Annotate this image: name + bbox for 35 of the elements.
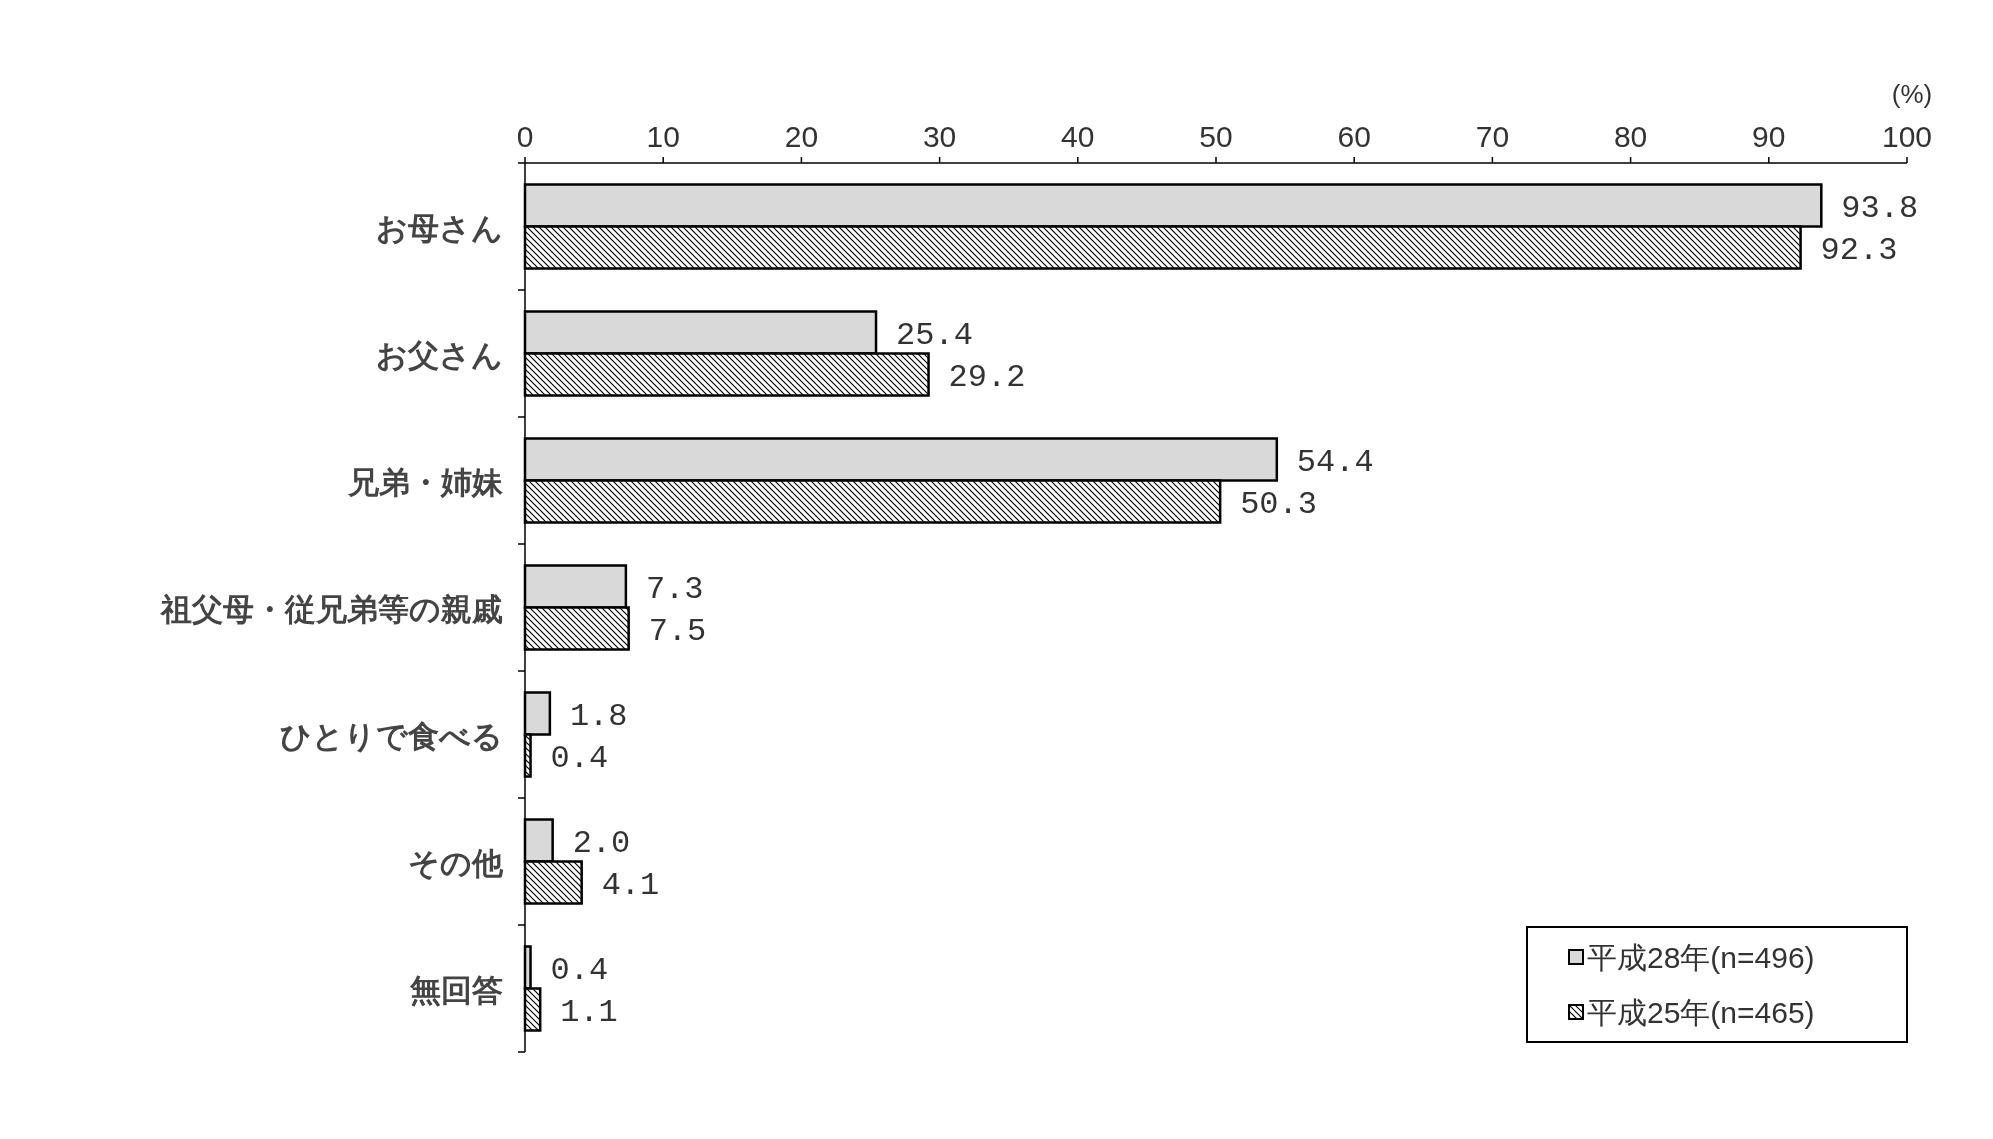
data-label: 7.3 xyxy=(645,570,704,608)
x-tick-label: 50 xyxy=(1199,120,1233,153)
data-label: 93.8 xyxy=(1841,189,1919,227)
data-label: 0.4 xyxy=(550,739,609,777)
x-tick-label: 70 xyxy=(1475,120,1510,153)
legend-label: 平成28年(n=496) xyxy=(1587,941,1815,974)
data-label: 2.0 xyxy=(572,824,631,862)
data-label: 92.3 xyxy=(1820,231,1898,269)
data-label: 1.8 xyxy=(569,697,628,735)
y-tick-label: 無回答 xyxy=(409,972,503,1008)
x-tick-label: 80 xyxy=(1613,120,1648,153)
data-label: 50.3 xyxy=(1240,485,1317,523)
legend-label: 平成25年(n=465) xyxy=(1587,996,1815,1029)
y-tick-label: お父さん xyxy=(376,337,503,373)
x-tick-label: 0 xyxy=(516,120,534,153)
x-tick-label: 40 xyxy=(1061,120,1095,153)
data-label: 29.2 xyxy=(948,358,1026,396)
x-tick-label: 10 xyxy=(646,120,680,153)
y-tick-label: 兄弟・姉妹 xyxy=(347,464,504,500)
y-tick-label: 祖父母・従兄弟等の親戚 xyxy=(159,591,503,627)
x-tick-label: 100 xyxy=(1881,120,1933,153)
x-axis-title: (%) xyxy=(1891,79,1933,109)
data-label: 0.4 xyxy=(550,951,609,989)
x-tick-label: 30 xyxy=(922,120,957,153)
y-tick-label: ひとりで食べる xyxy=(280,718,503,754)
x-tick-label: 60 xyxy=(1337,120,1371,153)
data-label: 4.1 xyxy=(601,866,660,904)
y-tick-label: その他 xyxy=(408,845,504,881)
data-label: 25.4 xyxy=(896,316,973,354)
data-label: 1.1 xyxy=(560,993,618,1031)
data-label: 54.4 xyxy=(1296,443,1374,481)
data-label: 7.5 xyxy=(648,612,707,650)
x-tick-label: 90 xyxy=(1752,120,1786,153)
x-tick-label: 20 xyxy=(784,120,819,153)
y-tick-label: お母さん xyxy=(376,210,503,246)
